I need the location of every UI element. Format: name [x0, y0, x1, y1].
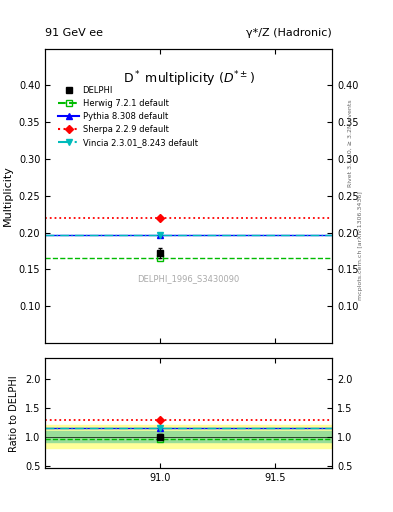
Text: 91 GeV ee: 91 GeV ee	[45, 28, 103, 38]
Bar	[45, 425, 332, 448]
Bar	[45, 431, 332, 442]
Y-axis label: Multiplicity: Multiplicity	[3, 165, 13, 226]
Text: γ*/Z (Hadronic): γ*/Z (Hadronic)	[246, 28, 332, 38]
Y-axis label: Ratio to DELPHI: Ratio to DELPHI	[9, 375, 19, 452]
Text: Rivet 3.1.10, ≥ 3.2M events: Rivet 3.1.10, ≥ 3.2M events	[348, 99, 353, 187]
Text: DELPHI_1996_S3430090: DELPHI_1996_S3430090	[138, 274, 240, 283]
Text: D$^*$ multiplicity ($D^{*\pm}$): D$^*$ multiplicity ($D^{*\pm}$)	[123, 69, 255, 89]
Legend: DELPHI, Herwig 7.2.1 default, Pythia 8.308 default, Sherpa 2.2.9 default, Vincia: DELPHI, Herwig 7.2.1 default, Pythia 8.3…	[55, 82, 201, 151]
Text: mcplots.cern.ch [arXiv:1306.3436]: mcplots.cern.ch [arXiv:1306.3436]	[358, 191, 363, 300]
